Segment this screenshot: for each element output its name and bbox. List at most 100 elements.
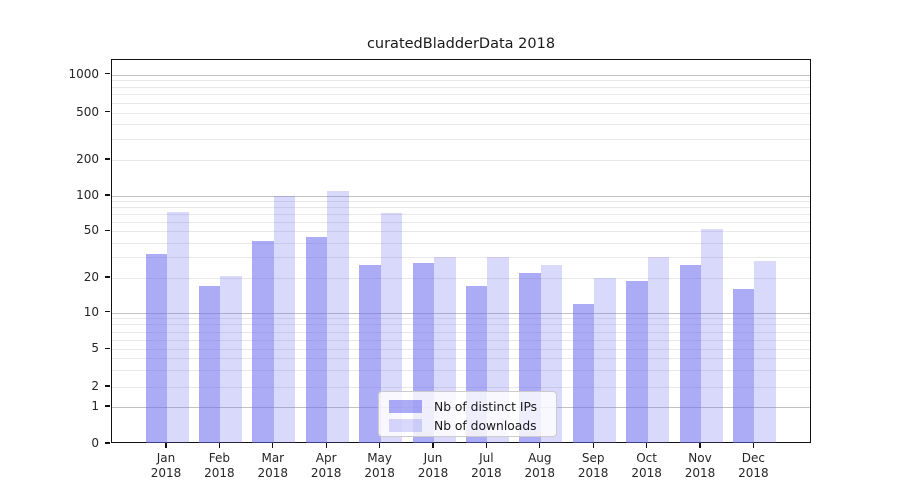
x-tick-mark xyxy=(272,443,274,448)
x-tick-label-line: 2018 xyxy=(257,466,289,480)
x-tick-mark xyxy=(378,443,381,448)
bar-downloads-feb xyxy=(220,275,242,443)
bar-ips-may xyxy=(359,264,381,443)
legend-label-ips: Nb of distinct IPs xyxy=(434,399,538,414)
gridline-minor xyxy=(112,318,810,320)
gridline-minor xyxy=(112,387,810,388)
gridline-major xyxy=(112,74,810,76)
bar-downloads-nov xyxy=(701,229,723,443)
y-tick-label: 200 xyxy=(76,152,99,166)
y-tick-label: 20 xyxy=(83,270,99,284)
bar-ips-apr xyxy=(305,236,328,443)
legend-swatch-downloads xyxy=(389,419,422,432)
bar-downloads-may xyxy=(380,212,403,443)
legend-item-distinct-ips: Nb of distinct IPs xyxy=(389,397,548,416)
gridline-minor xyxy=(112,214,810,216)
y-tick-mark xyxy=(105,311,110,313)
bar-ips-mar xyxy=(252,241,274,443)
y-tick-label: 1000 xyxy=(68,66,99,81)
x-tick-mark xyxy=(325,443,327,448)
bar-ips-oct xyxy=(626,280,648,443)
gridline-minor xyxy=(112,242,810,244)
gridline-major xyxy=(112,196,810,197)
y-tick-mark xyxy=(105,442,110,444)
x-tick-label: Jun 2018 xyxy=(406,451,460,481)
y-tick-label: 0 xyxy=(91,436,99,450)
x-tick-label-line: Jul xyxy=(479,451,494,465)
x-tick-label: Aug 2018 xyxy=(513,451,567,481)
x-tick-label-line: 2018 xyxy=(577,466,609,480)
y-tick-label: 10 xyxy=(83,304,99,319)
x-tick-label-line: Dec xyxy=(741,451,765,465)
gridline-minor xyxy=(112,201,810,203)
y-tick-mark xyxy=(105,347,110,349)
x-tick-label: Nov 2018 xyxy=(673,451,727,481)
x-tick-label-line: Jun xyxy=(423,451,443,465)
y-tick-mark xyxy=(105,158,110,160)
x-tick-label: Oct 2018 xyxy=(620,451,674,481)
gridline-minor xyxy=(112,257,810,259)
gridline-minor xyxy=(112,160,810,161)
bar-downloads-mar xyxy=(273,196,296,443)
x-tick-label-line: 2018 xyxy=(310,466,342,480)
y-tick-mark xyxy=(105,110,110,113)
x-tick-mark xyxy=(699,443,701,448)
y-tick-mark xyxy=(105,385,110,387)
x-tick-mark xyxy=(592,443,594,448)
y-tick-label: 5 xyxy=(91,341,99,356)
x-tick-label-line: 2018 xyxy=(204,466,235,480)
bar-ips-nov xyxy=(679,264,701,443)
gridline-minor xyxy=(112,358,810,360)
x-tick-label-line: Jan xyxy=(156,451,176,465)
gridline-minor xyxy=(112,278,810,279)
bar-downloads-apr xyxy=(327,191,349,443)
y-tick-label: 500 xyxy=(76,104,99,119)
y-tick-label: 2 xyxy=(91,379,99,393)
x-tick-label-line: 2018 xyxy=(684,466,716,480)
bar-downloads-dec xyxy=(754,260,776,443)
y-tick-label: 100 xyxy=(76,188,99,202)
gridline-minor xyxy=(112,331,810,333)
x-tick-label: Apr 2018 xyxy=(299,451,353,481)
x-tick-label: Dec 2018 xyxy=(726,451,780,481)
x-tick-label-line: 2018 xyxy=(150,466,182,480)
x-tick-label-line: Mar xyxy=(261,451,285,465)
x-tick-mark xyxy=(485,443,488,448)
y-tick-mark xyxy=(105,276,110,278)
x-tick-mark xyxy=(645,443,648,448)
bar-ips-jan xyxy=(145,254,167,443)
legend-label-downloads: Nb of downloads xyxy=(434,418,537,433)
bar-ips-feb xyxy=(198,286,221,443)
x-tick-label-line: Aug xyxy=(528,451,552,465)
gridline-minor xyxy=(112,339,810,341)
gridline-minor xyxy=(112,324,810,326)
x-tick-label: Sep 2018 xyxy=(566,451,620,481)
y-tick-label: 1 xyxy=(91,399,99,413)
gridline-minor xyxy=(112,207,810,209)
gridline-minor xyxy=(112,370,810,372)
gridline-minor xyxy=(112,124,810,126)
x-tick-label: Feb 2018 xyxy=(192,451,246,481)
x-tick-label-line: 2018 xyxy=(364,466,395,480)
legend-swatch-ips xyxy=(389,400,422,413)
x-tick-label: May 2018 xyxy=(353,451,407,481)
gridline-minor xyxy=(112,102,810,104)
x-tick-label-line: Sep xyxy=(581,451,605,465)
y-tick-mark xyxy=(105,72,110,75)
x-tick-label-line: 2018 xyxy=(631,466,662,480)
x-tick-mark xyxy=(218,443,221,448)
gridline-minor xyxy=(112,231,810,233)
x-tick-label-line: 2018 xyxy=(738,466,769,480)
bar-downloads-sep xyxy=(594,278,616,443)
gridline-minor xyxy=(112,80,810,82)
chart-title: curatedBladderData 2018 xyxy=(366,36,556,52)
x-tick-label-line: Feb xyxy=(208,451,231,465)
plot-area xyxy=(111,59,811,443)
x-tick-label-line: Oct xyxy=(636,451,657,465)
x-tick-label-line: May xyxy=(367,451,392,465)
y-tick-label: 50 xyxy=(83,223,99,238)
x-tick-label-line: Apr xyxy=(315,451,337,465)
bar-downloads-jan xyxy=(167,212,189,443)
x-tick-label-line: Nov xyxy=(688,451,712,465)
